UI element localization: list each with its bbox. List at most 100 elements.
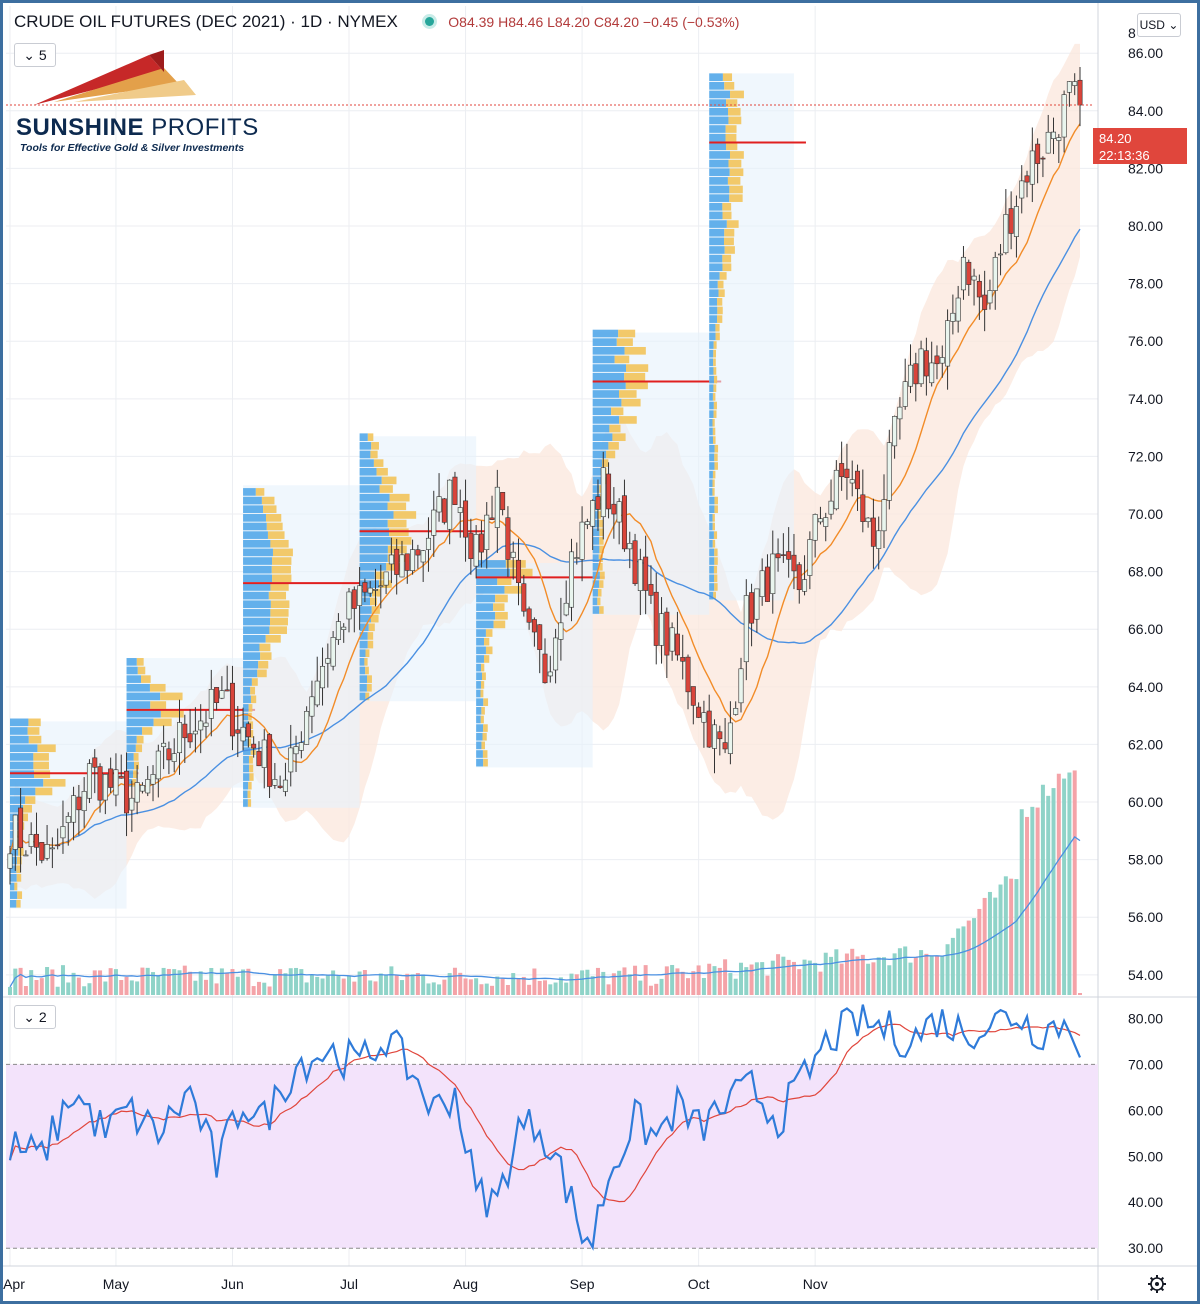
candle [664,607,670,678]
volume-profile-row [709,462,715,470]
volume-bar [458,972,463,995]
volume-bar [447,973,452,995]
candle [500,492,506,516]
volume-profile-row [717,280,724,289]
volume-bar [590,976,595,995]
volume-profile-row [592,588,598,597]
candle-body [463,500,469,538]
chevron-down-icon: ⌄ [23,1009,36,1025]
indicators-toggle[interactable]: ⌄ 5 [14,43,56,67]
volume-profile-row [126,666,138,675]
price-tick-label: 56.00 [1128,909,1163,925]
volume-profile-row [10,761,34,770]
candle [992,251,998,310]
candle [653,572,659,665]
volume-bar [924,953,929,995]
volume-profile-row [476,594,496,603]
volume-profile-row [10,899,17,908]
volume-profile-row [712,470,716,479]
volume-profile-row [370,450,378,459]
candle-body [749,592,755,624]
candle [473,525,479,579]
volume-bar [108,968,113,995]
volume-profile-row [150,701,167,709]
price-tick-label: 68.00 [1128,564,1163,580]
candle [161,725,167,770]
candle [643,535,649,615]
volume-profile-row [33,761,49,770]
volume-profile-row [266,522,283,531]
candle-body [568,551,574,608]
candle-body [796,564,802,591]
volume-profile-row [709,237,725,246]
candle [621,479,627,552]
volume-bar [776,954,781,995]
volume-profile-row [722,263,732,272]
candle-body [955,297,961,322]
candle-body [828,500,834,515]
volume-bar [87,983,92,995]
candle-body [298,742,304,751]
volume-bar [82,986,87,995]
candle [367,580,373,597]
candle-body [1045,131,1051,154]
currency-select[interactable]: USD ⌄ [1137,13,1181,37]
volume-profile-row [481,663,485,672]
rsi-indicators-toggle[interactable]: ⌄ 2 [14,1005,56,1029]
candle-body [558,622,564,640]
volume-bar [1078,993,1082,995]
volume-profile-row [359,545,388,554]
volume-profile-row [476,637,485,646]
volume-profile-row [483,758,488,767]
ema-line [9,123,1081,855]
candle [743,579,749,681]
volume-profile-row [709,99,727,107]
volume-bar [760,962,765,995]
candle-body [775,553,781,559]
candle [399,540,405,578]
candle [182,714,188,763]
candle [1061,90,1067,153]
volume-profile-row [25,796,36,804]
volume-profile-row [709,488,713,496]
candle [616,498,622,545]
gear-icon[interactable] [1148,1275,1166,1293]
candle [113,753,119,807]
volume-profile-row [257,669,267,678]
volume-bar [182,965,187,995]
symbol-title[interactable]: CRUDE OIL FUTURES (DEC 2021) · 1D · NYME… [14,12,398,31]
candle [372,568,378,607]
volume-bar [98,970,103,995]
volume-profile-row [269,626,287,634]
candle [727,701,733,765]
volume-profile-row [359,632,368,640]
volume-profile-row [476,611,496,620]
volume-profile-row [126,709,161,718]
candle-body [510,551,516,558]
volume-bar [267,986,272,995]
volume-profile-row [359,666,366,675]
volume-bar [235,976,240,995]
candle-body [1077,79,1083,106]
volume-profile-row [359,511,394,519]
volume-profile-row [476,681,481,689]
volume-profile-row [381,476,397,485]
volume-bar [34,979,39,995]
volume-bar [516,978,521,995]
candle-body [309,696,315,717]
candle-body [717,731,723,740]
volume-profile-row [263,505,277,514]
gear-hub [1155,1282,1159,1286]
candle [1019,165,1025,214]
candle [738,657,744,713]
candle-body [680,657,686,662]
volume-bar [876,957,881,995]
volume-profile-row [359,442,372,450]
volume-bar [399,980,404,995]
volume-bar [294,967,299,995]
volume-profile-row [713,375,718,384]
candle [759,558,765,606]
volume-bar [908,962,913,995]
candle [595,479,601,531]
